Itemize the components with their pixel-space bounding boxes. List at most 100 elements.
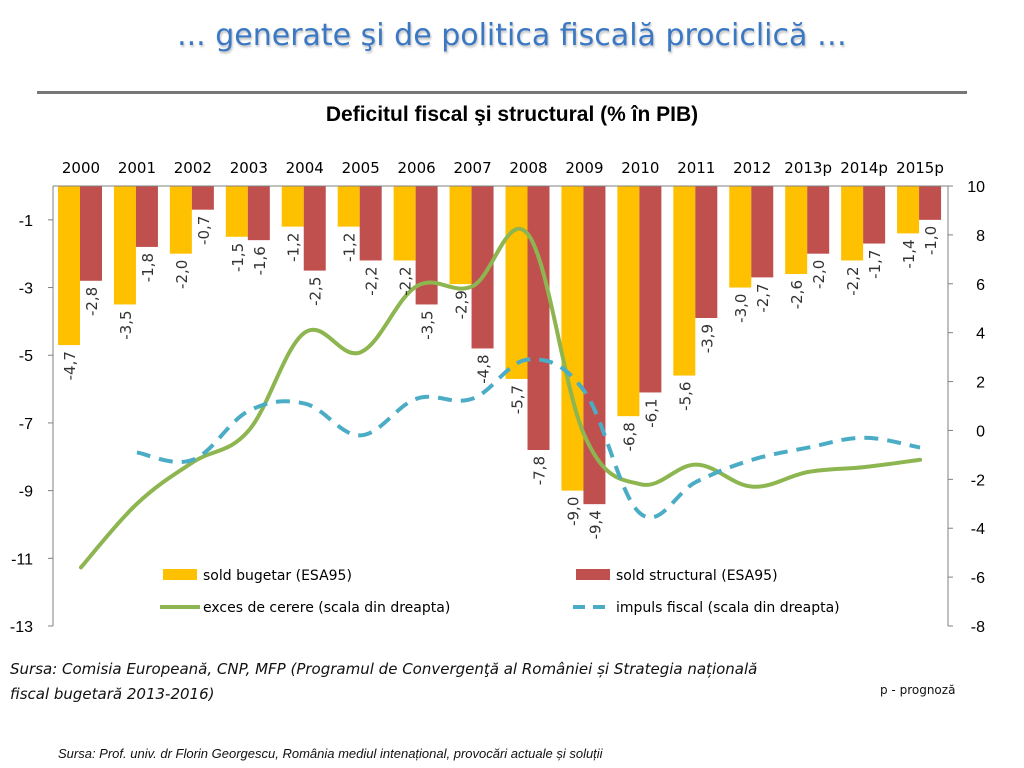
bar-sold-bugetar-2007 — [449, 186, 472, 285]
data-label: -5,6 — [676, 382, 694, 411]
bar-sold-bugetar-2006 — [393, 186, 416, 261]
y-right-tick-label: -8 — [971, 619, 985, 636]
bar-sold-bugetar-2014p — [841, 186, 864, 261]
forecast-note: p - prognoză — [880, 683, 956, 697]
bar-sold-structural-2015p — [919, 186, 942, 220]
data-label: -6,1 — [642, 398, 660, 427]
bar-sold-bugetar-2005 — [337, 186, 360, 227]
legend-label: sold structural (ESA95) — [616, 568, 778, 584]
category-label: 2008 — [509, 159, 547, 177]
data-label: -1,5 — [229, 243, 247, 272]
y-right-tick-label: -6 — [971, 570, 985, 587]
category-label: 2005 — [342, 159, 380, 177]
data-label: -1,8 — [139, 253, 157, 282]
y-left-tick-label: -5 — [19, 348, 33, 365]
category-label: 2003 — [230, 159, 268, 177]
data-label: -2,0 — [173, 260, 191, 289]
line-impuls-fiscal — [136, 357, 921, 520]
data-label: -3,9 — [698, 324, 716, 353]
category-label: 2004 — [286, 159, 324, 177]
bar-sold-bugetar-2010 — [617, 186, 640, 417]
data-label: -3,5 — [419, 310, 437, 339]
data-label: -3,0 — [732, 294, 750, 323]
data-label: -4,7 — [61, 351, 79, 380]
legend-label: sold bugetar (ESA95) — [203, 568, 352, 584]
bar-sold-bugetar-2003 — [225, 186, 248, 237]
line-exces-de-cerere — [78, 226, 923, 570]
legend-swatch — [163, 569, 197, 580]
data-label: -9,4 — [586, 510, 604, 539]
y-left-tick-label: -9 — [19, 484, 33, 501]
data-label: -2,9 — [453, 290, 471, 319]
y-left-tick-label: -3 — [19, 281, 33, 298]
data-label: -3,5 — [117, 310, 135, 339]
source-line-2: fiscal bugetară 2013-2016) — [10, 685, 215, 703]
bar-sold-bugetar-2004 — [281, 186, 304, 227]
bar-sold-structural-2002 — [191, 186, 214, 210]
bar-sold-structural-2004 — [303, 186, 326, 271]
data-label: -6,8 — [620, 422, 638, 451]
y-left-tick-label: -11 — [11, 551, 33, 568]
category-label: 2011 — [677, 159, 715, 177]
bar-sold-bugetar-2002 — [169, 186, 192, 254]
data-label: -2,2 — [363, 266, 381, 295]
data-label: -1,2 — [341, 233, 359, 262]
title-divider — [37, 91, 967, 94]
data-label: -1,0 — [922, 226, 940, 255]
y-right-tick-label: 8 — [976, 228, 985, 245]
y-right-tick-label: -2 — [971, 472, 985, 489]
data-label: -1,2 — [285, 233, 303, 262]
y-right-tick-label: 6 — [976, 277, 985, 294]
data-label: -2,2 — [844, 266, 862, 295]
category-label: 2000 — [62, 159, 100, 177]
legend-swatch — [576, 569, 610, 580]
source-line-1: Sursa: Comisia Europeană, CNP, MFP (Prog… — [10, 660, 758, 678]
y-left-tick-label: -13 — [10, 619, 33, 636]
combo-chart: -1 -3 -5 -7 -9 -11 -13 10 8 6 4 2 0 -2 -4 -6 -8 2000 2001 2… — [10, 159, 985, 636]
bar-sold-bugetar-2000 — [58, 186, 80, 346]
data-label: -2,0 — [810, 260, 828, 289]
y-left-tick-label: -1 — [19, 213, 33, 230]
bar-sold-bugetar-2001 — [113, 186, 136, 305]
data-label: -7,8 — [531, 456, 549, 485]
data-label: -2,6 — [788, 280, 806, 309]
bar-sold-structural-2008 — [527, 186, 550, 450]
bar-sold-structural-2011 — [695, 186, 718, 318]
category-label: 2010 — [621, 159, 659, 177]
data-label: -9,0 — [564, 497, 582, 526]
bar-sold-structural-2010 — [639, 186, 662, 393]
legend-label: impuls fiscal (scala din dreapta) — [616, 600, 840, 616]
bar-sold-bugetar-2015p — [897, 186, 920, 234]
category-label: 2002 — [174, 159, 212, 177]
y-right-tick-label: 10 — [967, 179, 985, 196]
bar-sold-structural-2012 — [751, 186, 774, 278]
source-note: Sursa: Comisia Europeană, CNP, MFP (Prog… — [10, 657, 870, 707]
category-label: 2014p — [840, 159, 888, 177]
data-label: -2,8 — [83, 287, 101, 316]
bar-sold-bugetar-2012 — [729, 186, 752, 288]
bar-sold-bugetar-2011 — [673, 186, 696, 376]
data-label: -1,7 — [866, 250, 884, 279]
data-label: -2,7 — [754, 283, 772, 312]
source-bottom: Sursa: Prof. univ. dr Florin Georgescu, … — [58, 746, 603, 761]
category-label: 2013p — [784, 159, 832, 177]
y-right-tick-label: 4 — [976, 326, 985, 343]
bar-sold-structural-2001 — [135, 186, 158, 247]
bar-sold-structural-2007 — [471, 186, 494, 349]
chart-title: Deficitul fiscal şi structural (% în PIB… — [325, 103, 699, 126]
legend-label: exces de cerere (scala din dreapta) — [203, 600, 450, 616]
bar-sold-structural-2006 — [415, 186, 438, 305]
y-right-tick-label: -4 — [971, 521, 985, 538]
category-label: 2007 — [453, 159, 491, 177]
category-label: 2006 — [398, 159, 436, 177]
data-label: -4,8 — [475, 354, 493, 383]
bar-sold-structural-2013p — [807, 186, 830, 254]
slide-title: ... generate şi de politica fiscală proc… — [177, 18, 847, 53]
data-label: -1,4 — [900, 239, 918, 268]
category-label: 2015p — [896, 159, 944, 177]
y-left-tick-label: -7 — [19, 416, 33, 433]
bar-sold-structural-2000 — [80, 186, 102, 281]
data-label: -1,6 — [251, 246, 269, 275]
category-label: 2001 — [118, 159, 156, 177]
bar-sold-structural-2014p — [863, 186, 886, 244]
